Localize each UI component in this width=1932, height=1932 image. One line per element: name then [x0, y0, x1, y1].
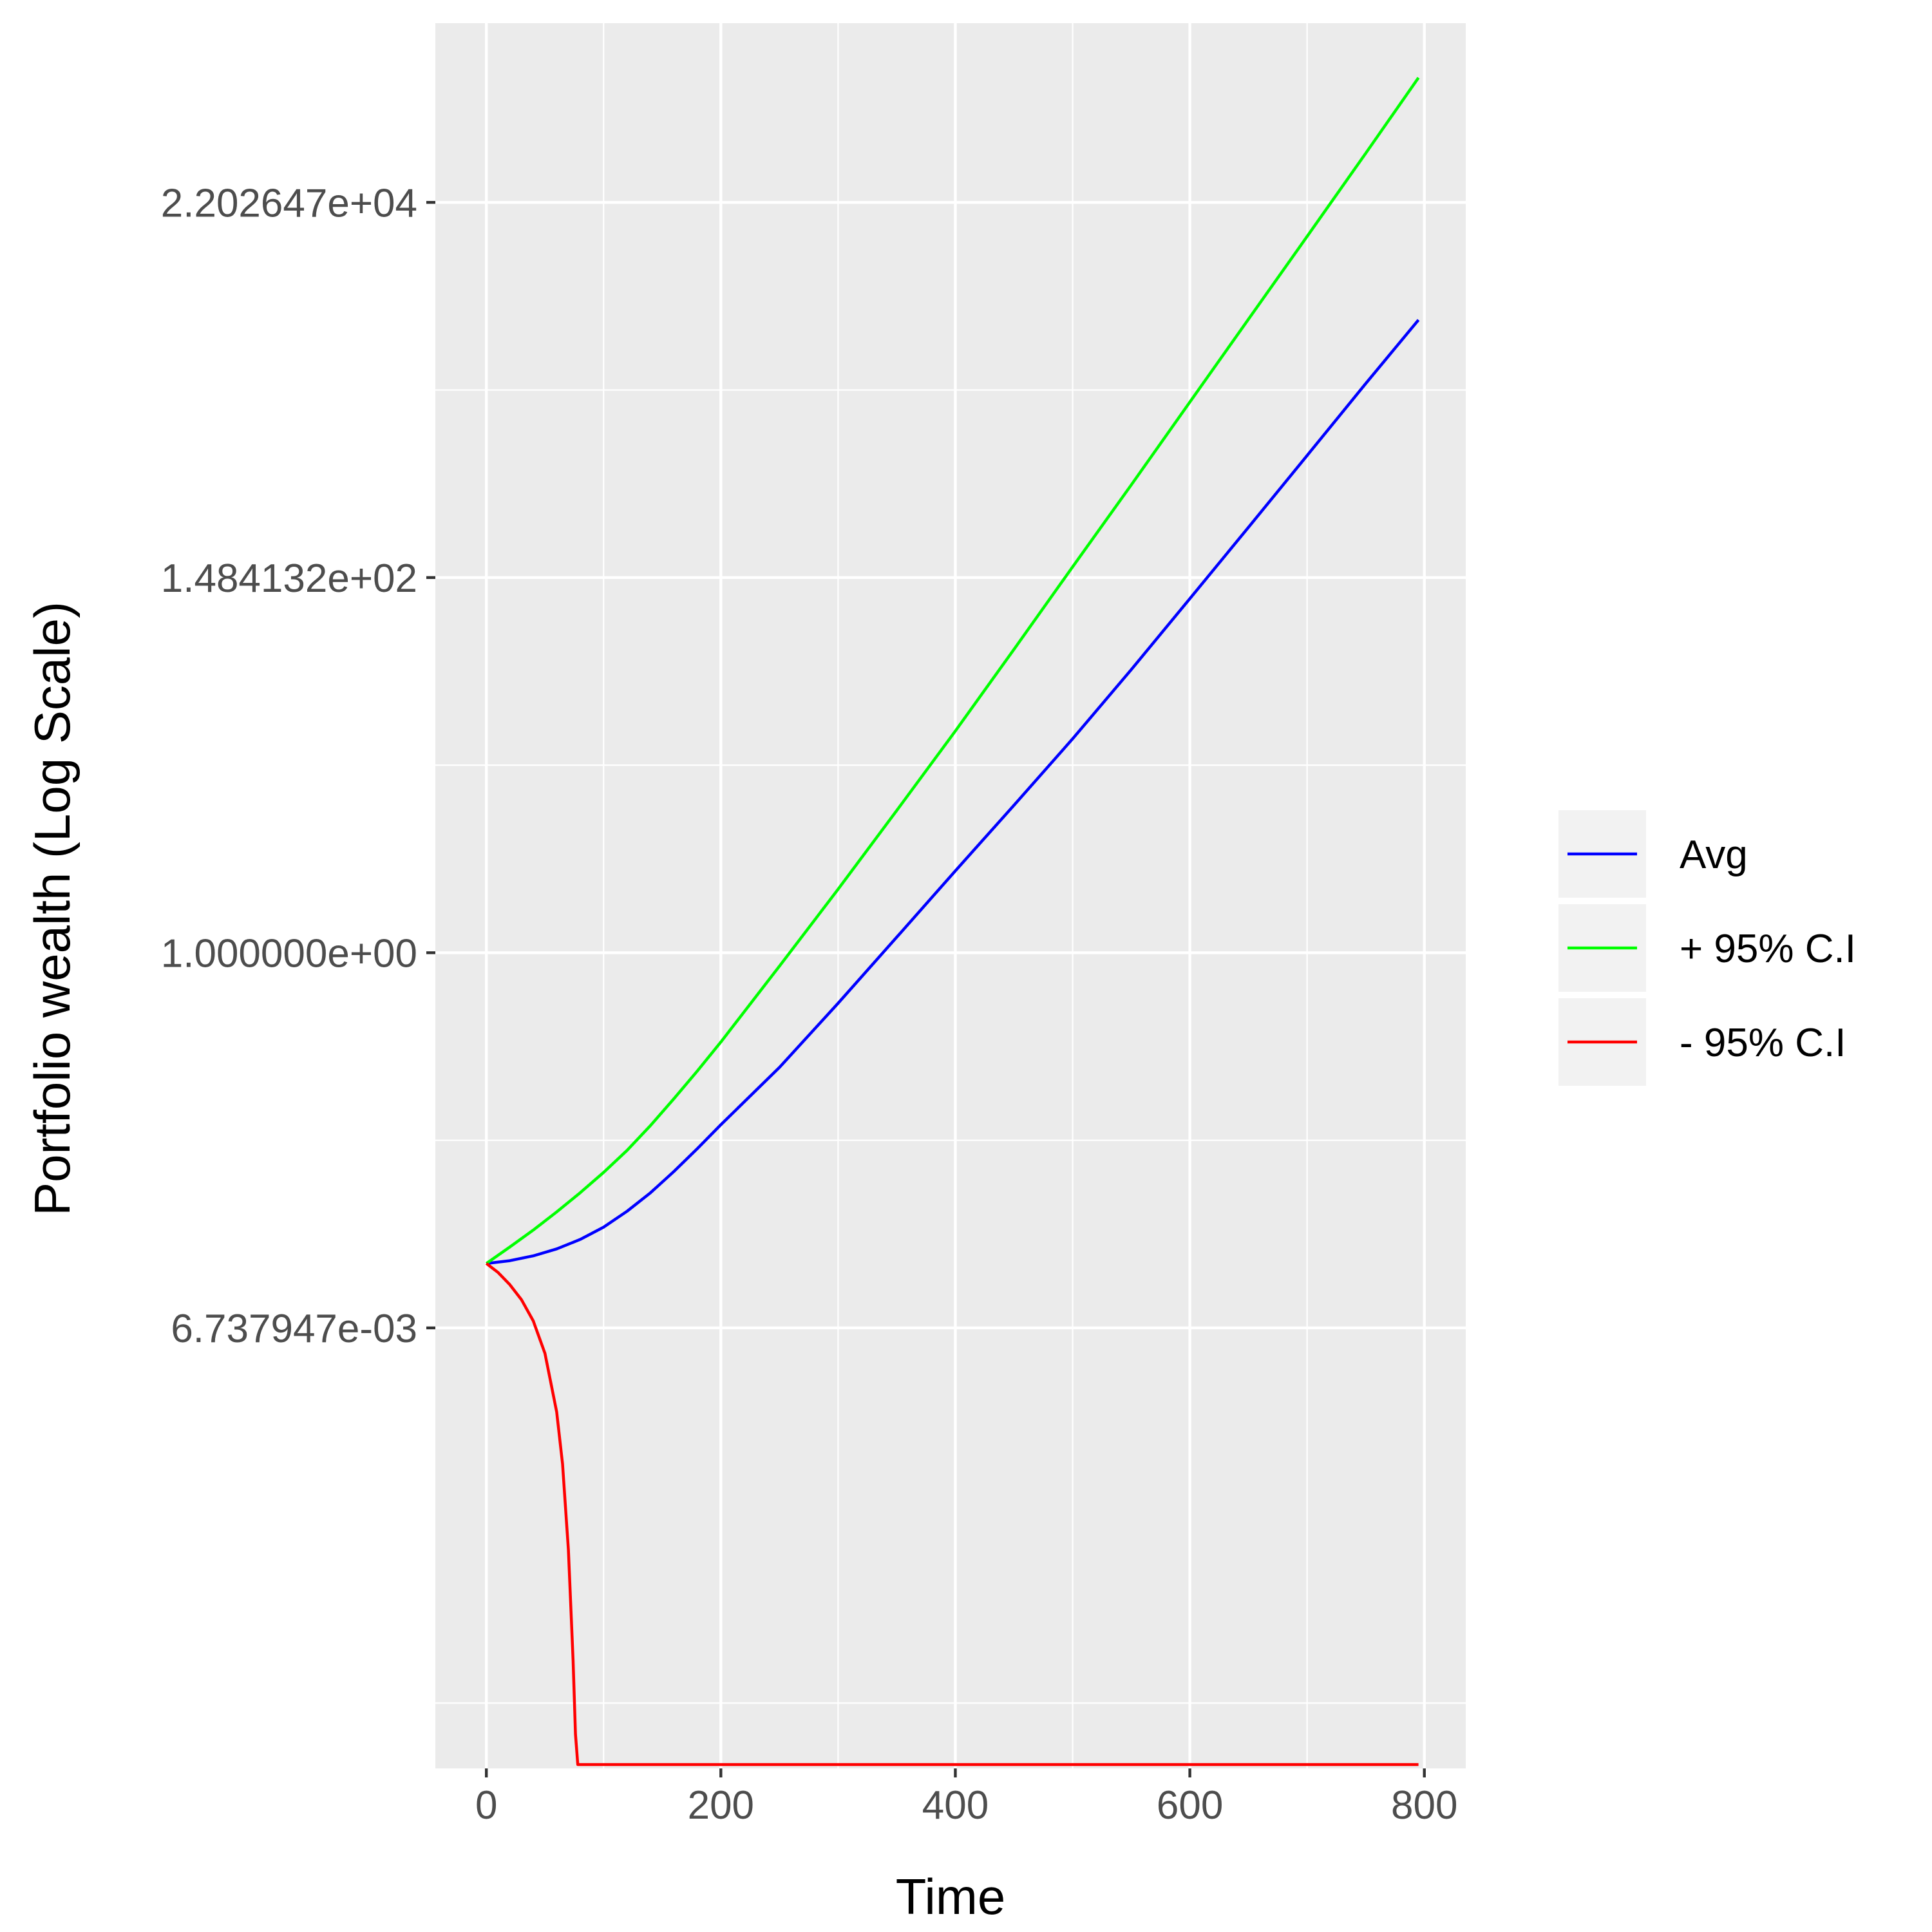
series-line-95-c-i: [485, 1262, 1419, 1766]
minor-gridlines: [435, 23, 1466, 1768]
legend-item-avg: Avg: [1558, 810, 1748, 898]
x-tick-label: 400: [922, 1783, 989, 1828]
plot-panel: [435, 23, 1466, 1768]
legend-label: - 95% C.I: [1680, 1021, 1846, 1065]
y-tick-label: 1.484132e+02: [161, 556, 417, 601]
x-tick-label: 0: [475, 1783, 497, 1828]
y-axis-title: Portfolio wealth (Log Scale): [24, 601, 80, 1216]
x-axis: 0 200 400 600 800: [475, 1768, 1457, 1828]
legend-label: Avg: [1680, 833, 1748, 877]
x-tick-label: 600: [1157, 1783, 1223, 1828]
legend-label: + 95% C.I: [1680, 927, 1856, 971]
major-gridlines: [435, 23, 1466, 1768]
y-tick-label: 2.202647e+04: [161, 181, 417, 225]
x-tick-label: 800: [1391, 1783, 1457, 1828]
y-tick-label: 1.000000e+00: [161, 931, 417, 976]
legend-item-95-c-i: + 95% C.I: [1558, 904, 1856, 992]
legend-item-95-c-i: - 95% C.I: [1558, 998, 1846, 1086]
y-axis: 6.737947e-03 1.000000e+00 1.484132e+02 2.20…: [161, 181, 435, 1351]
series-line-avg: [486, 319, 1420, 1265]
legend: Avg + 95% C.I - 95% C.I: [1558, 810, 1856, 1086]
x-tick-label: 200: [688, 1783, 754, 1828]
series-lines: [485, 77, 1420, 1766]
y-tick-label: 6.737947e-03: [171, 1307, 417, 1351]
x-axis-title: Time: [896, 1868, 1005, 1925]
series-line-95-c-i: [485, 77, 1420, 1265]
